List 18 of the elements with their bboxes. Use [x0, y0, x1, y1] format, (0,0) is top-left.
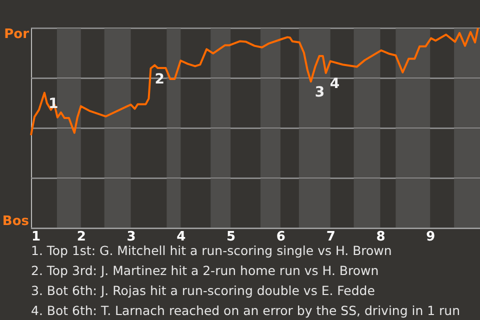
- annotation: 3: [314, 84, 325, 101]
- text: 4. Bot 6th: T. Larnach reached on an error by the SS, driving in 1 run: [31, 302, 460, 320]
- x-tick-label: 7: [326, 230, 336, 244]
- text: Bos: [2, 214, 30, 229]
- x-tick-label: 3: [126, 230, 136, 244]
- annotation: 2: [154, 71, 164, 88]
- text: 1. Top 1st: G. Mitchell hit a run-scoring single vs H. Brown: [31, 243, 392, 258]
- x-tick-label: 4: [176, 230, 186, 244]
- x-tick-label: 9: [426, 230, 436, 244]
- x-tick-label: 8: [376, 230, 386, 244]
- x-tick-label: 2: [76, 230, 86, 244]
- x-tick-label: 1: [32, 230, 41, 244]
- text: 3. Bot 6th: J. Rojas hit a run-scoring double vs E. Fedde: [31, 282, 376, 300]
- annotation: 4: [330, 76, 340, 92]
- x-tick-label: 6: [276, 230, 286, 244]
- text: 2. Top 3rd: J. Martinez hit a 2-run home run vs H. Brown: [31, 262, 380, 280]
- text: Por: [4, 27, 30, 42]
- x-tick-label: 5: [226, 230, 236, 244]
